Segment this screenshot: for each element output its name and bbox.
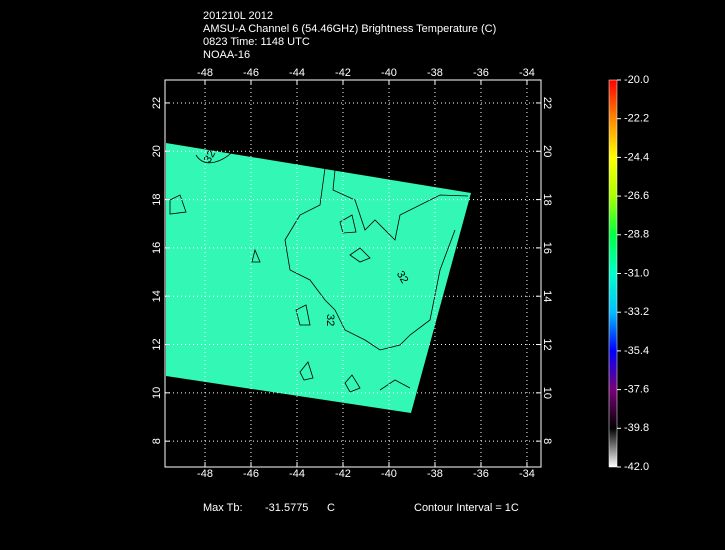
x-tick-label: -36	[473, 468, 489, 480]
colorbar-label: -39.8	[624, 422, 649, 434]
x-tick-label: -44	[289, 67, 305, 79]
contour	[295, 304, 311, 326]
y-tick-label: 14	[151, 290, 163, 302]
colorbar-label: -20.0	[624, 74, 649, 86]
contour	[339, 214, 357, 234]
x-tick-label: -48	[197, 67, 213, 79]
title-line: NOAA-16	[203, 49, 250, 61]
contour	[195, 151, 233, 164]
x-tick-label: -42	[335, 468, 351, 480]
x-tick-label: -44	[289, 468, 305, 480]
colorbar	[608, 79, 618, 468]
footer-label: Max Tb:	[203, 502, 243, 514]
y-tick-label: 18	[541, 193, 553, 205]
title-line: 201210L 2012	[203, 10, 273, 22]
y-tick-label: 10	[151, 387, 163, 399]
y-tick-label: 10	[541, 387, 553, 399]
x-tick-label: -46	[243, 468, 259, 480]
contour	[169, 194, 187, 215]
y-tick-label: 16	[151, 242, 163, 254]
colorbar-label: -42.0	[624, 461, 649, 473]
colorbar-label: -26.6	[624, 190, 649, 202]
x-tick-label: -42	[335, 67, 351, 79]
contour-label: 32	[324, 314, 336, 326]
y-tick-label: 20	[151, 145, 163, 157]
title-line: 0823 Time: 1148 UTC	[203, 36, 310, 48]
footer-value: -31.5775	[265, 502, 308, 514]
colorbar-label: -35.4	[624, 345, 649, 357]
y-tick-label: 12	[541, 338, 553, 350]
y-tick-label: 16	[541, 242, 553, 254]
colorbar-label: -24.4	[624, 151, 649, 163]
contour	[349, 247, 371, 263]
y-tick-label: 20	[541, 145, 553, 157]
contour	[284, 167, 469, 351]
swath	[166, 143, 471, 413]
x-tick-label: -38	[427, 67, 443, 79]
colorbar-label: -37.6	[624, 384, 649, 396]
colorbar-label: -31.0	[624, 267, 649, 279]
contour-label: 32	[394, 269, 411, 286]
y-tick-label: 22	[151, 97, 163, 109]
y-tick-label: 12	[151, 338, 163, 350]
x-tick-label: -34	[519, 67, 535, 79]
x-tick-label: -34	[519, 468, 535, 480]
x-tick-label: -48	[197, 468, 213, 480]
plot-frame	[164, 79, 542, 468]
x-tick-label: -40	[381, 468, 397, 480]
y-tick-label: 22	[541, 97, 553, 109]
y-tick-label: 8	[541, 438, 553, 444]
y-tick-label: 8	[151, 438, 163, 444]
colorbar-label: -22.2	[624, 113, 649, 125]
x-tick-label: -46	[243, 67, 259, 79]
contour	[251, 248, 261, 263]
x-tick-label: -38	[427, 468, 443, 480]
y-tick-label: 18	[151, 193, 163, 205]
contour-label: 32	[202, 148, 219, 165]
title-line: AMSU-A Channel 6 (54.46GHz) Brightness T…	[203, 23, 496, 35]
y-tick-label: 14	[541, 290, 553, 302]
colorbar-label: -33.2	[624, 306, 649, 318]
footer-interval: Contour Interval = 1C	[414, 502, 519, 514]
contour	[299, 361, 411, 393]
footer-unit: C	[327, 502, 335, 514]
x-tick-label: -36	[473, 67, 489, 79]
x-tick-label: -40	[381, 67, 397, 79]
colorbar-label: -28.8	[624, 229, 649, 241]
